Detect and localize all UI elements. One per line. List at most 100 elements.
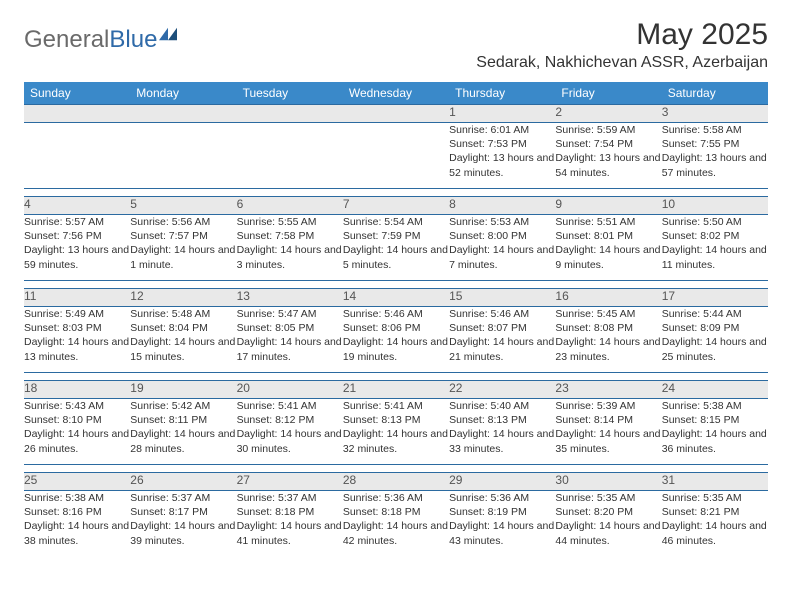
sunrise-line: Sunrise: 5:57 AM <box>24 215 130 229</box>
day-number: 27 <box>237 473 343 491</box>
daylight-line: Daylight: 13 hours and 59 minutes. <box>24 243 130 271</box>
sunset-line: Sunset: 8:18 PM <box>343 505 449 519</box>
weekday-header: Saturday <box>662 82 768 105</box>
day-cell: Sunrise: 5:57 AMSunset: 7:56 PMDaylight:… <box>24 215 130 281</box>
day-number: 13 <box>237 289 343 307</box>
day-cell: Sunrise: 5:43 AMSunset: 8:10 PMDaylight:… <box>24 399 130 465</box>
calendar-head: SundayMondayTuesdayWednesdayThursdayFrid… <box>24 82 768 105</box>
daylight-line: Daylight: 14 hours and 33 minutes. <box>449 427 555 455</box>
sunset-line: Sunset: 8:19 PM <box>449 505 555 519</box>
day-number: 17 <box>662 289 768 307</box>
day-cell: Sunrise: 5:51 AMSunset: 8:01 PMDaylight:… <box>555 215 661 281</box>
sunrise-line: Sunrise: 5:38 AM <box>24 491 130 505</box>
day-cell: Sunrise: 5:38 AMSunset: 8:15 PMDaylight:… <box>662 399 768 465</box>
week-spacer <box>24 189 768 197</box>
weekday-header: Thursday <box>449 82 555 105</box>
sunset-line: Sunset: 8:03 PM <box>24 321 130 335</box>
day-cell: Sunrise: 5:53 AMSunset: 8:00 PMDaylight:… <box>449 215 555 281</box>
day-number: 6 <box>237 197 343 215</box>
weekday-header: Friday <box>555 82 661 105</box>
day-cell: Sunrise: 5:47 AMSunset: 8:05 PMDaylight:… <box>237 307 343 373</box>
day-number <box>24 105 130 123</box>
day-number <box>237 105 343 123</box>
day-number: 1 <box>449 105 555 123</box>
sunrise-line: Sunrise: 5:54 AM <box>343 215 449 229</box>
day-number: 21 <box>343 381 449 399</box>
day-number: 24 <box>662 381 768 399</box>
day-cell: Sunrise: 5:46 AMSunset: 8:07 PMDaylight:… <box>449 307 555 373</box>
daylight-line: Daylight: 14 hours and 36 minutes. <box>662 427 768 455</box>
sunset-line: Sunset: 8:14 PM <box>555 413 661 427</box>
location-text: Sedarak, Nakhichevan ASSR, Azerbaijan <box>476 54 768 72</box>
day-cell: Sunrise: 5:58 AMSunset: 7:55 PMDaylight:… <box>662 123 768 189</box>
sunset-line: Sunset: 7:59 PM <box>343 229 449 243</box>
daylight-line: Daylight: 14 hours and 15 minutes. <box>130 335 236 363</box>
sunset-line: Sunset: 7:57 PM <box>130 229 236 243</box>
weekday-header: Wednesday <box>343 82 449 105</box>
day-cell: Sunrise: 5:35 AMSunset: 8:20 PMDaylight:… <box>555 491 661 557</box>
daylight-line: Daylight: 14 hours and 1 minute. <box>130 243 236 271</box>
day-cell <box>343 123 449 189</box>
daylight-line: Daylight: 14 hours and 17 minutes. <box>237 335 343 363</box>
brand-part2: Blue <box>109 26 157 54</box>
day-cell: Sunrise: 5:40 AMSunset: 8:13 PMDaylight:… <box>449 399 555 465</box>
calendar-body: 123Sunrise: 6:01 AMSunset: 7:53 PMDaylig… <box>24 105 768 557</box>
day-number: 29 <box>449 473 555 491</box>
sunrise-line: Sunrise: 5:51 AM <box>555 215 661 229</box>
daylight-line: Daylight: 14 hours and 46 minutes. <box>662 519 768 547</box>
day-number: 14 <box>343 289 449 307</box>
sunrise-line: Sunrise: 5:41 AM <box>343 399 449 413</box>
day-number: 19 <box>130 381 236 399</box>
day-cell: Sunrise: 5:35 AMSunset: 8:21 PMDaylight:… <box>662 491 768 557</box>
sunrise-line: Sunrise: 5:35 AM <box>555 491 661 505</box>
day-cell: Sunrise: 5:41 AMSunset: 8:13 PMDaylight:… <box>343 399 449 465</box>
sunset-line: Sunset: 8:15 PM <box>662 413 768 427</box>
day-number: 12 <box>130 289 236 307</box>
daylight-line: Daylight: 14 hours and 5 minutes. <box>343 243 449 271</box>
brand-mark-icon <box>159 27 177 41</box>
weekday-header: Sunday <box>24 82 130 105</box>
sunrise-line: Sunrise: 5:35 AM <box>662 491 768 505</box>
sunrise-line: Sunrise: 5:58 AM <box>662 123 768 137</box>
brand-logo: GeneralBlue <box>24 26 177 54</box>
sunset-line: Sunset: 8:07 PM <box>449 321 555 335</box>
day-cell: Sunrise: 5:37 AMSunset: 8:17 PMDaylight:… <box>130 491 236 557</box>
month-title: May 2025 <box>476 18 768 52</box>
daylight-line: Daylight: 14 hours and 42 minutes. <box>343 519 449 547</box>
daylight-line: Daylight: 14 hours and 35 minutes. <box>555 427 661 455</box>
day-number: 22 <box>449 381 555 399</box>
day-number: 28 <box>343 473 449 491</box>
header-right: May 2025 Sedarak, Nakhichevan ASSR, Azer… <box>476 18 768 76</box>
day-cell: Sunrise: 5:45 AMSunset: 8:08 PMDaylight:… <box>555 307 661 373</box>
sunrise-line: Sunrise: 5:37 AM <box>237 491 343 505</box>
sunrise-line: Sunrise: 5:55 AM <box>237 215 343 229</box>
day-number: 3 <box>662 105 768 123</box>
sunset-line: Sunset: 8:13 PM <box>343 413 449 427</box>
daylight-line: Daylight: 14 hours and 11 minutes. <box>662 243 768 271</box>
daylight-line: Daylight: 14 hours and 7 minutes. <box>449 243 555 271</box>
day-number: 25 <box>24 473 130 491</box>
sunrise-line: Sunrise: 5:59 AM <box>555 123 661 137</box>
day-number: 30 <box>555 473 661 491</box>
day-number: 7 <box>343 197 449 215</box>
day-cell: Sunrise: 5:49 AMSunset: 8:03 PMDaylight:… <box>24 307 130 373</box>
sunrise-line: Sunrise: 5:36 AM <box>449 491 555 505</box>
day-number: 20 <box>237 381 343 399</box>
sunrise-line: Sunrise: 5:38 AM <box>662 399 768 413</box>
daylight-line: Daylight: 14 hours and 32 minutes. <box>343 427 449 455</box>
sunrise-line: Sunrise: 5:50 AM <box>662 215 768 229</box>
sunset-line: Sunset: 8:08 PM <box>555 321 661 335</box>
sunrise-line: Sunrise: 5:40 AM <box>449 399 555 413</box>
day-cell: Sunrise: 5:50 AMSunset: 8:02 PMDaylight:… <box>662 215 768 281</box>
daylight-line: Daylight: 14 hours and 38 minutes. <box>24 519 130 547</box>
day-number <box>343 105 449 123</box>
sunrise-line: Sunrise: 5:41 AM <box>237 399 343 413</box>
sunset-line: Sunset: 8:13 PM <box>449 413 555 427</box>
day-number: 23 <box>555 381 661 399</box>
daylight-line: Daylight: 14 hours and 9 minutes. <box>555 243 661 271</box>
day-number: 31 <box>662 473 768 491</box>
sunset-line: Sunset: 8:01 PM <box>555 229 661 243</box>
day-cell: Sunrise: 5:39 AMSunset: 8:14 PMDaylight:… <box>555 399 661 465</box>
sunrise-line: Sunrise: 5:45 AM <box>555 307 661 321</box>
sunset-line: Sunset: 8:21 PM <box>662 505 768 519</box>
